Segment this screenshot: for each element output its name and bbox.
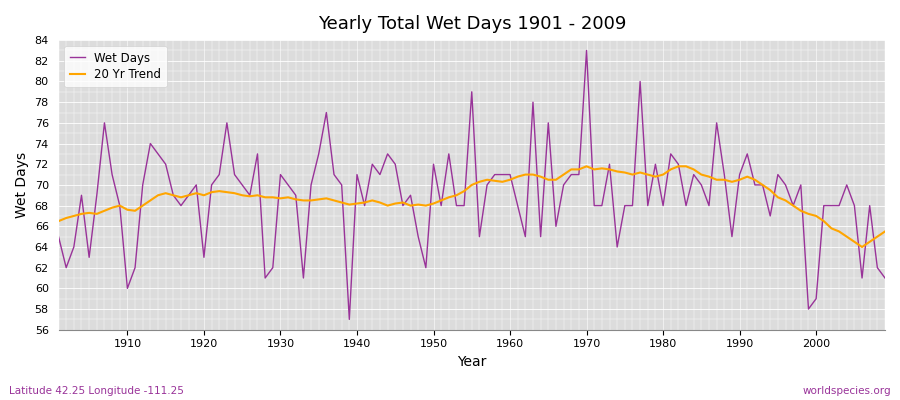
Wet Days <box>512 203 523 208</box>
20 Yr Trend <box>604 167 615 172</box>
Wet Days <box>612 244 623 249</box>
20 Yr Trend <box>505 177 516 182</box>
Wet Days <box>879 276 890 280</box>
Y-axis label: Wet Days: Wet Days <box>15 152 29 218</box>
20 Yr Trend <box>581 164 592 169</box>
Title: Yearly Total Wet Days 1901 - 2009: Yearly Total Wet Days 1901 - 2009 <box>318 15 626 33</box>
Wet Days <box>581 48 592 53</box>
20 Yr Trend <box>114 203 125 208</box>
Wet Days <box>114 203 125 208</box>
Wet Days <box>505 172 516 177</box>
Text: worldspecies.org: worldspecies.org <box>803 386 891 396</box>
Wet Days <box>283 182 293 187</box>
20 Yr Trend <box>879 229 890 234</box>
20 Yr Trend <box>53 219 64 224</box>
20 Yr Trend <box>857 244 868 249</box>
X-axis label: Year: Year <box>457 355 487 369</box>
20 Yr Trend <box>328 198 339 203</box>
Wet Days <box>328 172 339 177</box>
Wet Days <box>53 234 64 239</box>
Line: 20 Yr Trend: 20 Yr Trend <box>58 166 885 247</box>
Wet Days <box>344 317 355 322</box>
Line: Wet Days: Wet Days <box>58 50 885 319</box>
20 Yr Trend <box>283 195 293 200</box>
Text: Latitude 42.25 Longitude -111.25: Latitude 42.25 Longitude -111.25 <box>9 386 184 396</box>
20 Yr Trend <box>497 180 508 184</box>
Legend: Wet Days, 20 Yr Trend: Wet Days, 20 Yr Trend <box>65 46 166 87</box>
